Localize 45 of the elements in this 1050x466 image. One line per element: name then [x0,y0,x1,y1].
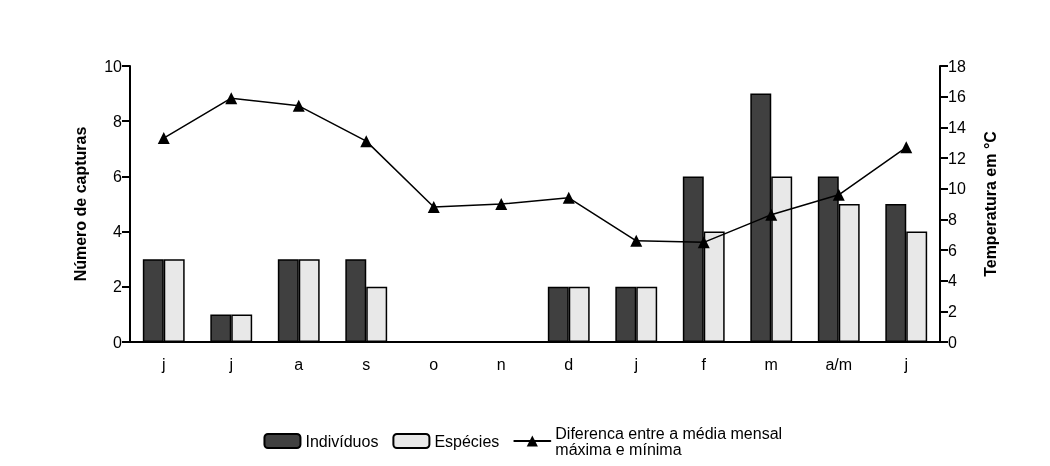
y2-tick-label: 14 [948,118,966,136]
point [765,208,778,221]
y-axis-title: Número de capturas [71,126,89,282]
y2-tick-label: 8 [948,210,957,228]
y2-tick-label: 10 [948,180,966,198]
x-tick-label: a [294,355,304,373]
y-tick-label: 2 [113,278,123,296]
y-tick-label: 4 [113,223,123,241]
y2-axis-title: Temperatura em °C [981,130,999,277]
point [427,201,440,214]
point [630,234,643,247]
y2-tick-label: 0 [948,333,957,351]
x-tick-label: s [362,355,371,373]
x-tick-label: o [429,355,439,373]
x-tick-label: d [564,355,574,373]
legend-label: Indivíduos [305,432,379,450]
y-tick-label: 0 [113,333,123,351]
legend-label: Espécies [434,432,500,450]
point [360,135,373,148]
y2-tick-label: 12 [948,149,966,167]
y2-tick-label: 18 [948,57,966,75]
point [225,92,238,105]
x-tick-label: f [701,355,707,373]
point [697,236,710,249]
x-tick-label: j [160,355,166,373]
point [495,198,508,210]
x-tick-label: m [764,355,778,373]
legend-label: Diferenca entre a média mensal máxima e mínima [555,424,787,458]
x-tick-label: j [903,355,909,373]
y2-tick-label: 16 [948,88,966,106]
point [832,188,845,201]
y2-tick-label: 4 [948,272,957,290]
point [900,141,913,154]
point [562,191,575,204]
x-tick-label: n [496,355,506,373]
y-tick-label: 10 [104,57,123,75]
point [157,132,170,145]
y-tick-label: 6 [113,167,123,185]
y2-tick-label: 2 [948,302,957,320]
y-tick-label: 8 [113,112,123,130]
x-tick-label: j [228,355,234,373]
x-tick-label: j [633,355,639,373]
y2-tick-label: 6 [948,241,957,259]
x-tick-label: a/m [825,355,853,373]
point [292,99,305,112]
